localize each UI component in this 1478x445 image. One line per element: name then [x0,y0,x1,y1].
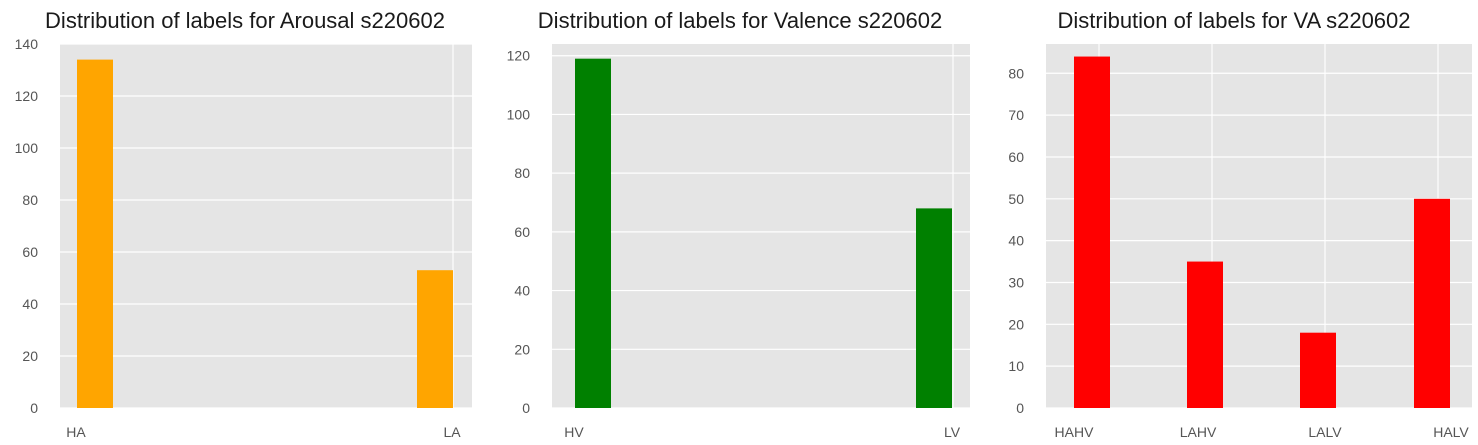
plot-area [1046,44,1472,408]
y-tick-label: 50 [1008,191,1024,207]
x-tick-label: LA [443,424,461,440]
y-tick-label: 120 [507,48,531,64]
y-tick-label: 20 [1008,316,1024,332]
x-tick-label: HA [66,424,86,440]
y-tick-label: 60 [22,244,38,260]
y-tick-label: 40 [514,283,530,299]
y-tick-label: 80 [22,192,38,208]
plot-area [60,44,472,408]
bar-lalv [1300,332,1336,408]
chart-svg: 0 20 40 60 80 100 120 140 HA LA [15,36,472,440]
y-tick-label: 20 [22,348,38,364]
y-tick-label: 30 [1008,274,1024,290]
x-tick-label: HALV [1433,424,1469,440]
chart-va: Distribution of labels for VA s220602 0 1… [990,0,1478,445]
y-tick-label: 0 [30,400,38,416]
y-tick-label: 80 [1008,65,1024,81]
y-tick-label: 10 [1008,358,1024,374]
chart-svg: 0 20 40 60 80 100 120 HV LV [507,44,970,440]
chart-valence: Distribution of labels for Valence s2206… [495,0,985,445]
bar-lv [916,208,952,408]
x-tick-label: HV [564,424,584,440]
chart-svg: 0 10 20 30 40 50 60 70 80 HAHV LAHV LALV HALV [1008,44,1472,440]
y-tick-label: 70 [1008,107,1024,123]
y-tick-label: 60 [1008,149,1024,165]
y-tick-label: 40 [22,296,38,312]
y-tick-label: 40 [1008,233,1024,249]
x-tick-label: LV [944,424,961,440]
y-tick-label: 100 [15,140,39,156]
x-tick-label: LALV [1308,424,1342,440]
y-tick-label: 0 [522,400,530,416]
y-tick-label: 120 [15,88,39,104]
chart-arousal: Distribution of labels for Arousal s2206… [0,0,490,445]
bar-hahv [1074,56,1110,408]
y-tick-label: 100 [507,106,531,122]
y-tick-label: 0 [1016,400,1024,416]
bar-ha [77,59,113,408]
y-tick-label: 140 [15,36,39,52]
bar-halv [1414,198,1450,408]
x-tick-label: HAHV [1055,424,1095,440]
plot-area [552,44,970,408]
y-tick-label: 60 [514,224,530,240]
bar-la [417,270,453,408]
chart-title: Distribution of labels for VA s220602 [1057,8,1411,33]
chart-title: Distribution of labels for Valence s2206… [537,8,943,33]
bar-lahv [1187,261,1223,408]
x-tick-label: LAHV [1180,424,1217,440]
chart-title: Distribution of labels for Arousal s2206… [45,8,445,33]
bar-hv [575,58,611,408]
y-tick-label: 20 [514,341,530,357]
y-tick-label: 80 [514,165,530,181]
